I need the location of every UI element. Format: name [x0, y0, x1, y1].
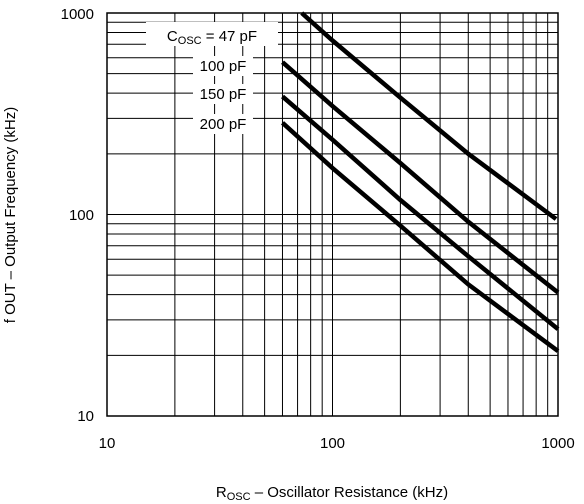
- x-tick-label-1000: 1000: [541, 435, 574, 452]
- series-label-box-3: [193, 84, 253, 104]
- series-label-3: 150 pF: [200, 86, 247, 103]
- grid-lines: [107, 13, 558, 416]
- series-line-2: [281, 60, 560, 295]
- x-axis-title-subscript: OSC: [227, 491, 251, 503]
- x-axis-title-suffix: – Oscillator Resistance (kHz): [251, 484, 449, 501]
- series-label-4: 200 pF: [200, 116, 247, 133]
- y-tick-label-100: 100: [69, 207, 94, 224]
- series-labels: COSC = 47 pF 100 pF 150 pF 200 pF: [146, 22, 278, 134]
- series-label-box-2: [193, 56, 253, 76]
- plot-frame: [106, 12, 559, 417]
- x-tick-label-10: 10: [99, 435, 116, 452]
- series-label-box-1: [146, 22, 278, 46]
- series-label-2: 100 pF: [200, 58, 247, 75]
- series-label-box-4: [193, 114, 253, 134]
- series-label-text: 100 pF: [200, 58, 247, 75]
- series-label-prefix: C: [167, 28, 178, 45]
- y-axis-title: f OUT – Output Frequency (kHz): [2, 107, 19, 323]
- series-line-3: [281, 94, 560, 331]
- series-label-1: COSC = 47 pF: [167, 28, 257, 47]
- series-line-1: [300, 11, 558, 221]
- series-label-subscript: OSC: [178, 35, 202, 47]
- x-tick-label-100: 100: [320, 435, 345, 452]
- series-curves: [280, 11, 560, 353]
- series-label-text: = 47 pF: [202, 28, 257, 45]
- x-axis-title: ROSC – Oscillator Resistance (kHz): [216, 484, 448, 503]
- y-tick-label-1000: 1000: [61, 6, 94, 23]
- series-label-text: 150 pF: [200, 86, 247, 103]
- series-line-4: [280, 121, 560, 353]
- series-label-text: 200 pF: [200, 116, 247, 133]
- y-tick-label-10: 10: [77, 408, 94, 425]
- x-axis-title-prefix: R: [216, 484, 227, 501]
